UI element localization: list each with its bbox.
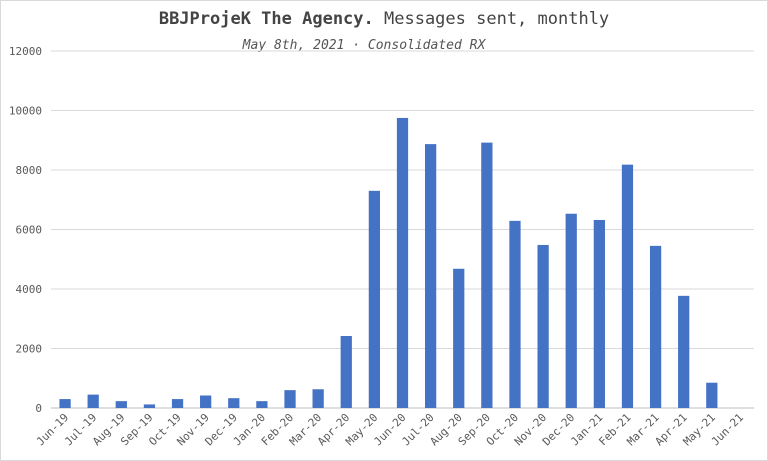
chart-subtitle: May 8th, 2021 · Consolidated RX <box>242 38 486 53</box>
bar <box>453 268 465 408</box>
y-axis-labels: 0 2000 4000 6000 8000 10000 12000 <box>9 45 42 415</box>
bar <box>284 390 296 408</box>
y-tick-label: 2000 <box>16 343 43 356</box>
bar <box>171 399 184 408</box>
bar <box>678 295 690 408</box>
bar <box>565 213 577 408</box>
bar <box>649 245 662 408</box>
bar <box>537 244 549 408</box>
bar <box>228 398 240 408</box>
x-tick-label: Jun-21 <box>709 411 746 448</box>
chart-title-bold: BBJProjeK The Agency. <box>158 9 374 29</box>
bar <box>200 395 212 408</box>
chart-title-rest: Messages sent, monthly <box>373 9 610 29</box>
bar <box>424 144 437 408</box>
x-axis-labels: Jun-19Jul-19Aug-19Sep-19Oct-19Nov-19Dec-… <box>34 411 746 448</box>
bars <box>59 117 718 408</box>
y-tick-label: 6000 <box>16 224 43 237</box>
y-tick-label: 8000 <box>16 164 43 177</box>
bar <box>621 164 634 408</box>
y-tick-label: 10000 <box>9 105 42 118</box>
bar <box>312 389 324 408</box>
bar <box>115 401 127 408</box>
bar <box>87 394 99 408</box>
bar <box>481 142 493 408</box>
bar <box>256 401 268 408</box>
y-tick-label: 0 <box>35 402 42 415</box>
bar <box>143 404 156 408</box>
y-tick-label: 4000 <box>16 283 43 296</box>
bar <box>396 117 409 408</box>
bar <box>368 190 381 408</box>
y-tick-label: 12000 <box>9 45 42 58</box>
chart-title: BBJProjeK The Agency. Messages sent, mon… <box>0 9 768 29</box>
bar <box>706 382 718 408</box>
bar <box>340 336 352 408</box>
bar <box>593 219 605 408</box>
bar <box>509 220 521 408</box>
bar <box>59 399 71 408</box>
